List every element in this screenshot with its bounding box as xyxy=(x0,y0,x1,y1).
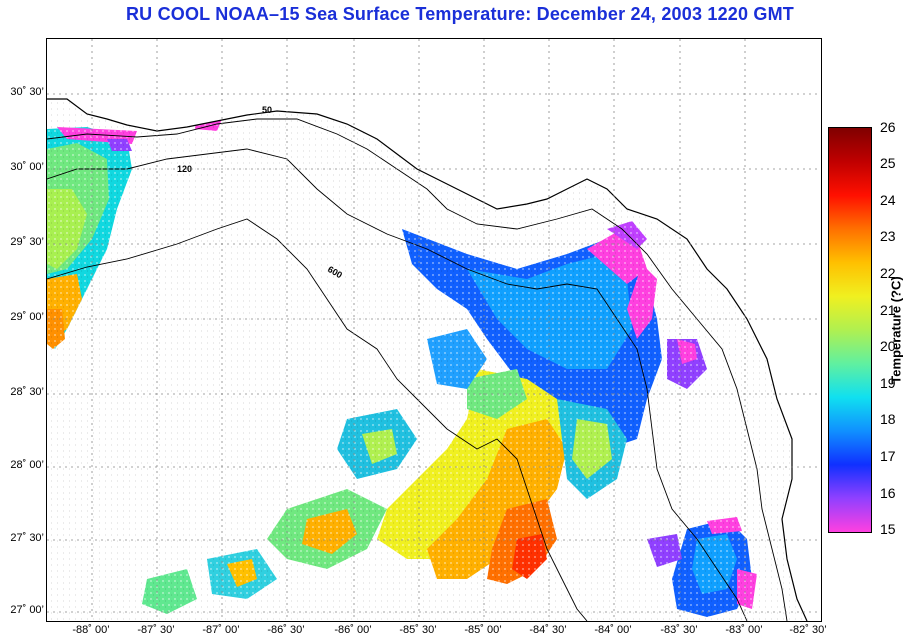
colorbar-tick-18: 18 xyxy=(880,411,896,427)
map-title: RU COOL NOAA–15 Sea Surface Temperature:… xyxy=(125,4,794,24)
colorbar-tick-23: 23 xyxy=(880,228,896,244)
lat-label-27-00: 27˚ 00’ xyxy=(10,604,44,616)
lat-label-28-30: 28˚ 30’ xyxy=(10,386,44,398)
lat-label-30-30: 30˚ 30’ xyxy=(10,86,44,98)
sst-map: 50 120 600 xyxy=(46,38,822,622)
colorbar-tick-24: 24 xyxy=(880,192,896,208)
colorbar-tick-21: 21 xyxy=(880,302,896,318)
contour-label-120: 120 xyxy=(177,164,192,174)
contour-label-50: 50 xyxy=(262,105,272,115)
coastline xyxy=(47,98,808,621)
lon-label-85-30: -85˚ 30’ xyxy=(399,624,437,636)
lon-label-83-00: -83˚ 00’ xyxy=(725,624,763,636)
colorbar-tick-17: 17 xyxy=(880,448,896,464)
colorbar-tick-25: 25 xyxy=(880,155,896,171)
lon-label-88-00: -88˚ 00’ xyxy=(72,624,110,636)
lon-label-84-30: -84˚ 30’ xyxy=(529,624,567,636)
lat-label-27-30: 27˚ 30’ xyxy=(10,532,44,544)
lon-label-82-30: -82˚ 30’ xyxy=(789,624,827,636)
lon-label-84-00: -84˚ 00’ xyxy=(594,624,632,636)
lon-label-86-00: -86˚ 00’ xyxy=(334,624,372,636)
temperature-colorbar xyxy=(828,127,872,533)
bathymetry-contours xyxy=(47,118,788,621)
lat-label-29-30: 29˚ 30’ xyxy=(10,236,44,248)
lat-label-28-00: 28˚ 00’ xyxy=(10,459,44,471)
lon-label-83-30: -83˚ 30’ xyxy=(660,624,698,636)
colorbar-tick-16: 16 xyxy=(880,485,896,501)
lat-label-30-00: 30˚ 00’ xyxy=(10,161,44,173)
colorbar-label-text: Temperature (?C) xyxy=(888,276,904,384)
lon-label-87-30: -87˚ 30’ xyxy=(137,624,175,636)
lon-label-87-00: -87˚ 00’ xyxy=(202,624,240,636)
colorbar-tick-15: 15 xyxy=(880,521,896,537)
lon-label-86-30: -86˚ 30’ xyxy=(267,624,305,636)
lon-label-85-00: -85˚ 00’ xyxy=(464,624,502,636)
sst-map-canvas: 50 120 600 xyxy=(47,39,821,621)
colorbar-tick-19: 19 xyxy=(880,375,896,391)
colorbar-tick-20: 20 xyxy=(880,338,896,354)
graticule xyxy=(47,39,821,621)
land-florida xyxy=(47,39,821,621)
colorbar-tick-26: 26 xyxy=(880,119,896,135)
lat-label-29-00: 29˚ 00’ xyxy=(10,311,44,323)
colorbar-tick-22: 22 xyxy=(880,265,896,281)
